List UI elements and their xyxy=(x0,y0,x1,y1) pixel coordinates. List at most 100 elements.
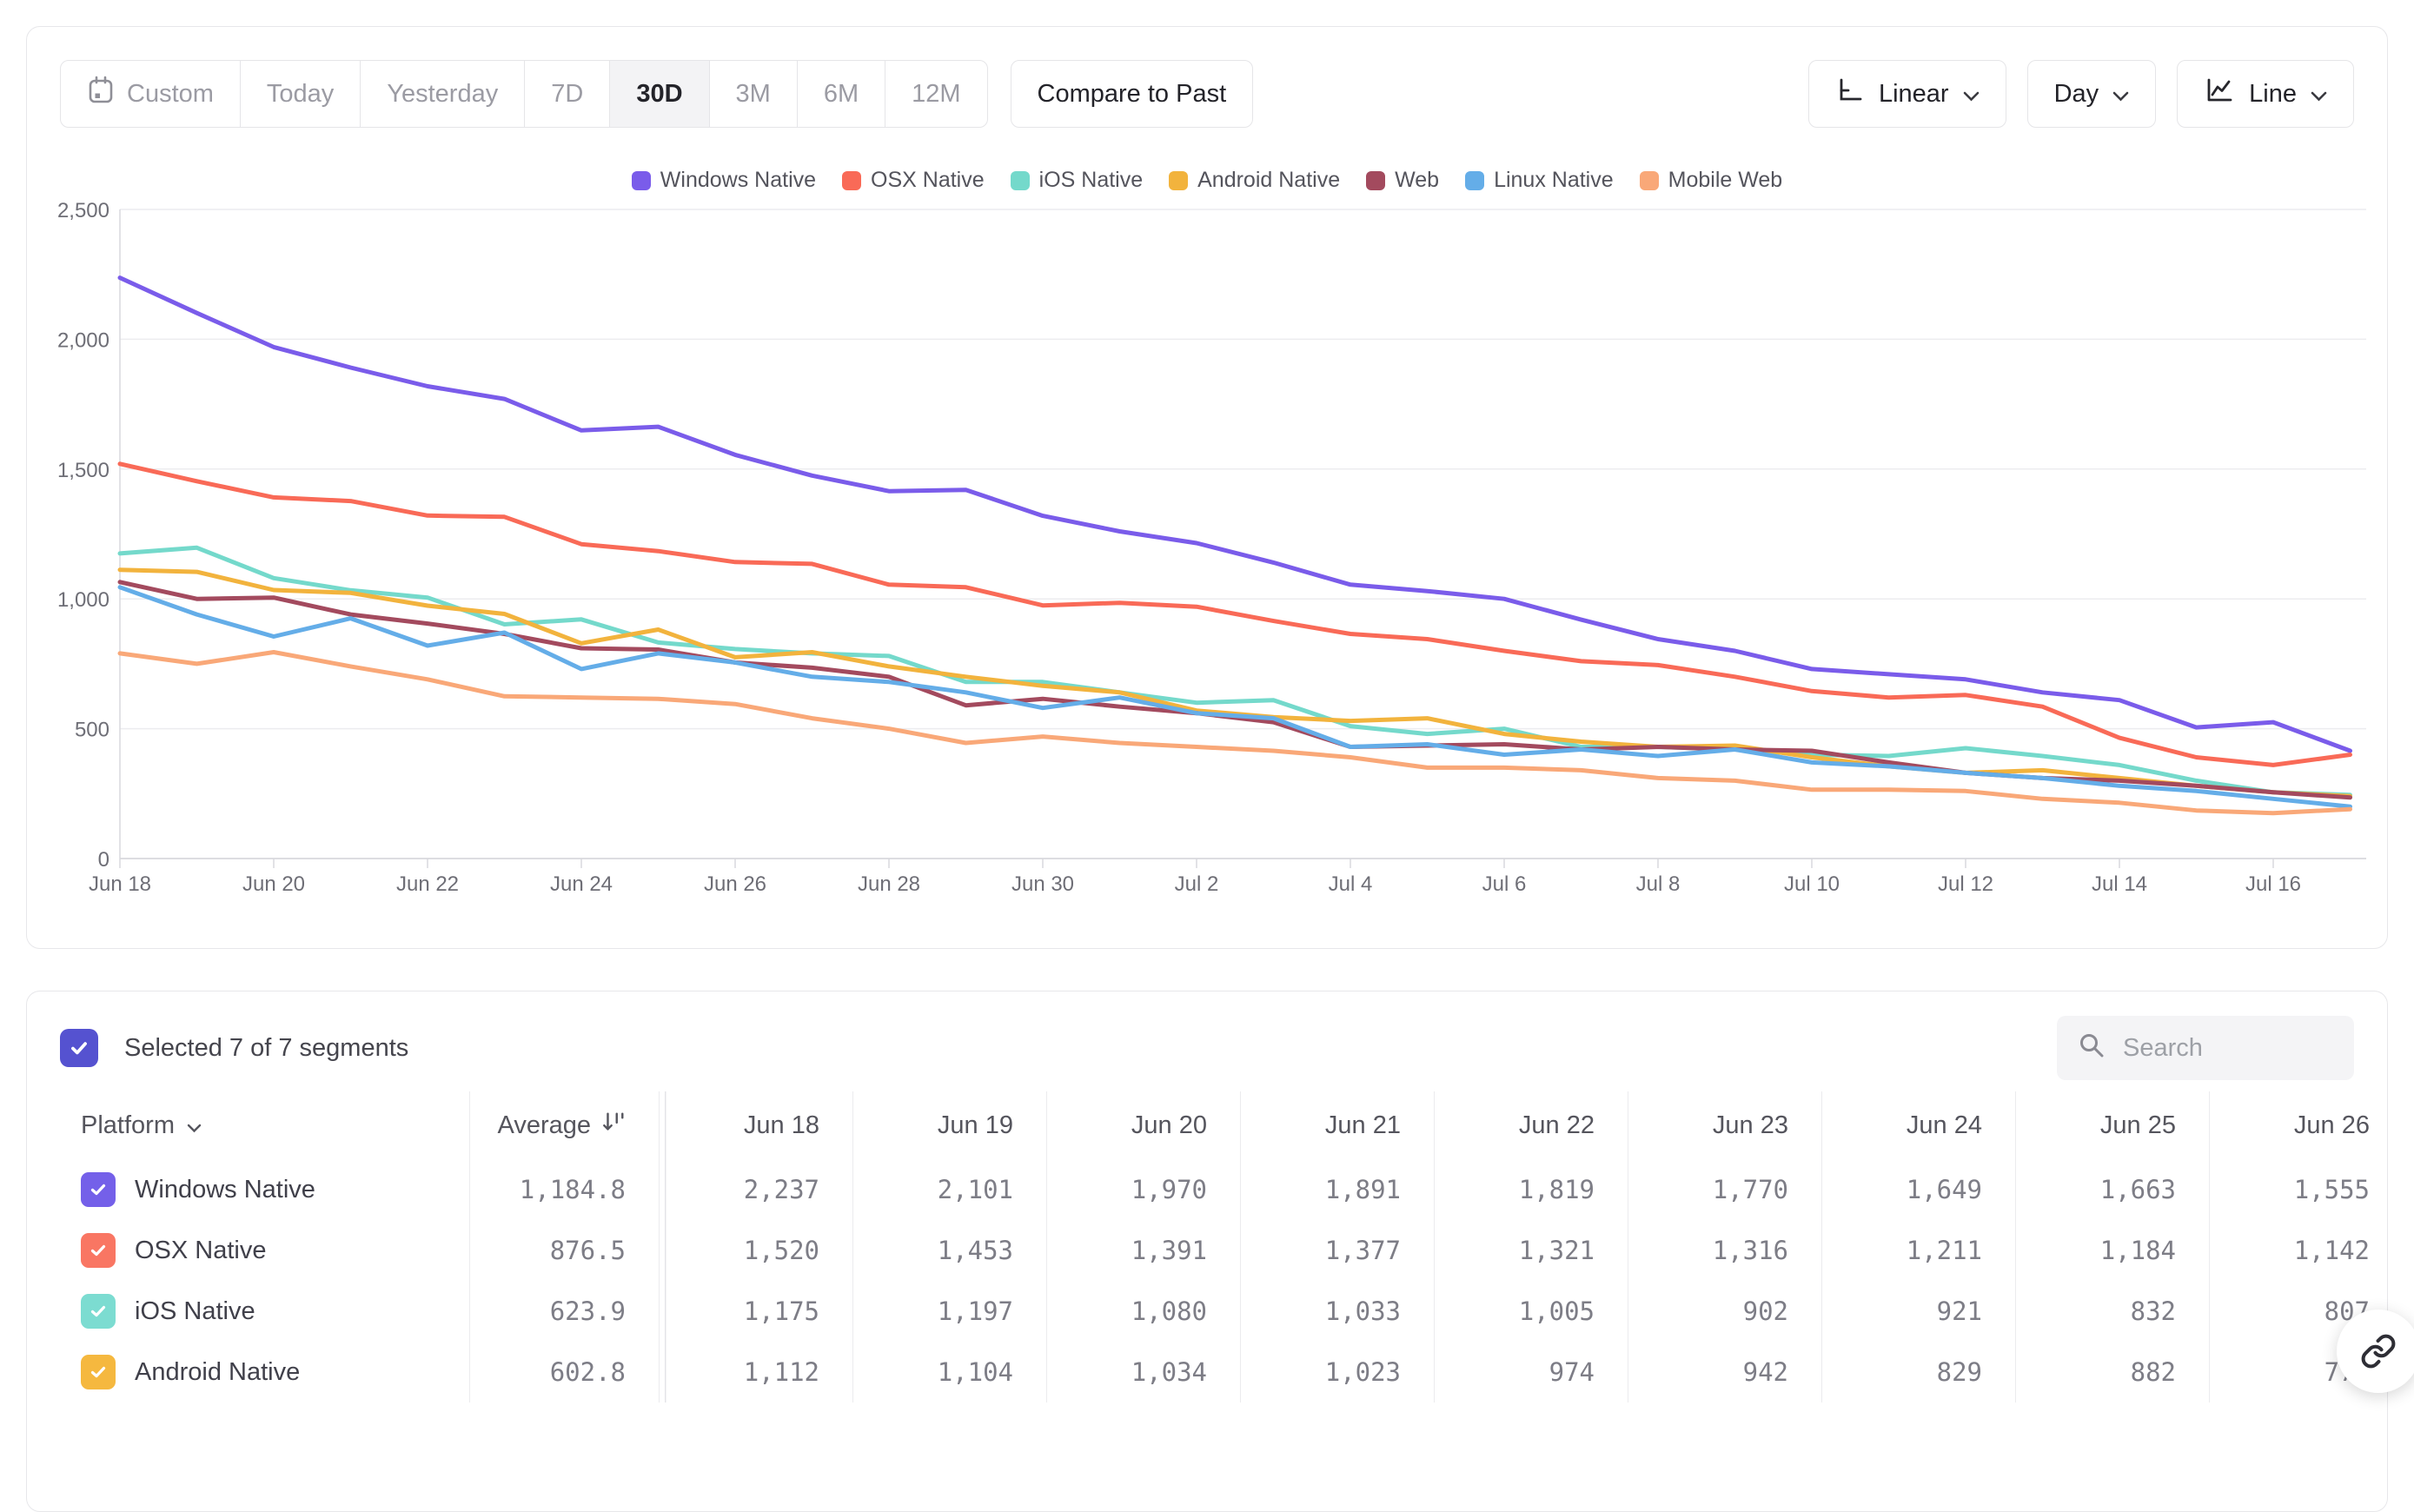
range-label: Custom xyxy=(127,79,214,108)
range-today[interactable]: Today xyxy=(241,61,361,127)
link-icon xyxy=(2361,1334,2396,1369)
platform-row-android-native[interactable]: Android Native xyxy=(60,1342,470,1403)
scale-dropdown[interactable]: Linear xyxy=(1807,60,2006,128)
chart-type-dropdown[interactable]: Line xyxy=(2177,60,2354,128)
column-header-jun-21[interactable]: Jun 21 xyxy=(1241,1091,1435,1159)
legend-swatch xyxy=(1639,170,1659,190)
column-header-jun-24[interactable]: Jun 24 xyxy=(1822,1091,2016,1159)
row-checkbox-android-native[interactable] xyxy=(81,1355,116,1389)
table-cell: 1,453 xyxy=(853,1220,1047,1281)
x-axis-tick-label: Jul 2 xyxy=(1175,872,1219,896)
table-cell: 1,391 xyxy=(1047,1220,1241,1281)
series-line-windows-native[interactable] xyxy=(117,275,2352,753)
select-all-checkbox[interactable] xyxy=(60,1029,98,1067)
x-axis-tick-label: Jun 22 xyxy=(396,872,459,896)
legend-item-mobile-web[interactable]: Mobile Web xyxy=(1639,168,1782,193)
column-header-jun-22[interactable]: Jun 22 xyxy=(1435,1091,1628,1159)
range-3m[interactable]: 3M xyxy=(710,61,798,127)
platform-name: iOS Native xyxy=(135,1296,255,1325)
series-line-osx-native[interactable] xyxy=(117,461,2352,767)
series-line-android-native[interactable] xyxy=(117,567,2352,799)
legend-item-osx-native[interactable]: OSX Native xyxy=(842,168,985,193)
search-input[interactable] xyxy=(2123,1033,2387,1063)
table-cell: 1,104 xyxy=(853,1342,1047,1403)
range-7d[interactable]: 7D xyxy=(525,61,611,127)
search-icon xyxy=(2078,1031,2107,1065)
chart-card: Custom Today Yesterday 7D 30D 3M 6M 12M Compare… xyxy=(26,26,2388,949)
column-header-label: Platform xyxy=(81,1111,175,1139)
row-checkbox-osx-native[interactable] xyxy=(81,1233,116,1268)
legend-item-windows-native[interactable]: Windows Native xyxy=(631,168,816,193)
column-header-jun-26[interactable]: Jun 26 xyxy=(2210,1091,2387,1159)
table-cell: 1,005 xyxy=(1435,1281,1628,1342)
x-axis-tick-label: Jul 6 xyxy=(1482,872,1527,896)
range-12m[interactable]: 12M xyxy=(885,61,986,127)
column-header-label: Jun 19 xyxy=(937,1111,1013,1139)
column-header-jun-18[interactable]: Jun 18 xyxy=(660,1091,853,1159)
table-cell: 1,033 xyxy=(1241,1281,1435,1342)
table-cell: 1,034 xyxy=(1047,1342,1241,1403)
table-cell: 2,101 xyxy=(853,1159,1047,1220)
column-header-jun-20[interactable]: Jun 20 xyxy=(1047,1091,1241,1159)
average-value: 602.8 xyxy=(470,1342,660,1403)
segments-table: Platform Average Jun 18 Jun 19 Jun 20 Jun 21 J… xyxy=(60,1091,2387,1403)
column-header-jun-19[interactable]: Jun 19 xyxy=(853,1091,1047,1159)
calendar-icon xyxy=(87,76,115,112)
series-line-ios-native[interactable] xyxy=(117,545,2352,798)
range-yesterday[interactable]: Yesterday xyxy=(361,61,526,127)
series-line-linux-native[interactable] xyxy=(117,585,2352,809)
compare-to-past-button[interactable]: Compare to Past xyxy=(1010,60,1254,128)
table-cell: 1,819 xyxy=(1435,1159,1628,1220)
column-header-average[interactable]: Average xyxy=(470,1091,660,1159)
x-axis-tick-label: Jul 10 xyxy=(1784,872,1840,896)
table-cell: 1,080 xyxy=(1047,1281,1241,1342)
platform-name: Android Native xyxy=(135,1357,301,1386)
legend-item-linux-native[interactable]: Linux Native xyxy=(1465,168,1614,193)
series-line-mobile-web[interactable] xyxy=(117,650,2352,816)
range-6m[interactable]: 6M xyxy=(798,61,886,127)
table-cell: 921 xyxy=(1822,1281,2016,1342)
range-custom[interactable]: Custom xyxy=(61,61,241,127)
x-axis-tick-label: Jun 30 xyxy=(1011,872,1074,896)
table-cell: 1,520 xyxy=(660,1220,853,1281)
column-header-label: Jun 20 xyxy=(1131,1111,1207,1139)
x-axis-tick-label: Jul 8 xyxy=(1636,872,1681,896)
table-cell: 832 xyxy=(2016,1281,2210,1342)
legend-swatch xyxy=(1010,170,1030,190)
column-header-platform[interactable]: Platform xyxy=(60,1091,470,1159)
row-checkbox-windows-native[interactable] xyxy=(81,1172,116,1207)
date-range-group: Custom Today Yesterday 7D 30D 3M 6M 12M Compare… xyxy=(60,60,1254,128)
row-checkbox-ios-native[interactable] xyxy=(81,1294,116,1329)
column-header-label: Jun 25 xyxy=(2099,1111,2176,1139)
column-header-jun-23[interactable]: Jun 23 xyxy=(1628,1091,1822,1159)
scale-label: Linear xyxy=(1878,79,1949,108)
chart-options-group: Linear Day Line xyxy=(1807,60,2354,128)
axis-scale-icon xyxy=(1835,76,1865,112)
platform-row-ios-native[interactable]: iOS Native xyxy=(60,1281,470,1342)
x-axis-tick-label: Jul 14 xyxy=(2092,872,2147,896)
column-header-jun-25[interactable]: Jun 25 xyxy=(2016,1091,2210,1159)
platform-name: OSX Native xyxy=(135,1236,267,1264)
table-cell: 882 xyxy=(2016,1342,2210,1403)
legend-item-ios-native[interactable]: iOS Native xyxy=(1010,168,1143,193)
platform-row-windows-native[interactable]: Windows Native xyxy=(60,1159,470,1220)
legend-item-web[interactable]: Web xyxy=(1366,168,1439,193)
table-cell: 1,555 xyxy=(2210,1159,2387,1220)
legend-swatch xyxy=(1366,170,1386,190)
y-axis-tick-label: 2,500 xyxy=(57,201,109,222)
platform-row-osx-native[interactable]: OSX Native xyxy=(60,1220,470,1281)
chevron-down-icon xyxy=(1963,80,1980,109)
copy-link-button[interactable] xyxy=(2337,1310,2414,1393)
table-cell: 1,211 xyxy=(1822,1220,2016,1281)
table-cell: 942 xyxy=(1628,1342,1822,1403)
chart-legend: Windows Native OSX Native iOS Native Androi… xyxy=(27,168,2387,193)
column-header-label: Jun 24 xyxy=(1906,1111,1982,1139)
y-axis-tick-label: 1,500 xyxy=(57,459,109,482)
column-header-label: Jun 22 xyxy=(1518,1111,1595,1139)
range-30d[interactable]: 30D xyxy=(610,61,710,127)
table-cell: 1,377 xyxy=(1241,1220,1435,1281)
legend-label: Linux Native xyxy=(1494,168,1614,192)
legend-item-android-native[interactable]: Android Native xyxy=(1169,168,1340,193)
interval-dropdown[interactable]: Day xyxy=(2026,60,2157,128)
x-axis-tick-label: Jun 28 xyxy=(858,872,920,896)
